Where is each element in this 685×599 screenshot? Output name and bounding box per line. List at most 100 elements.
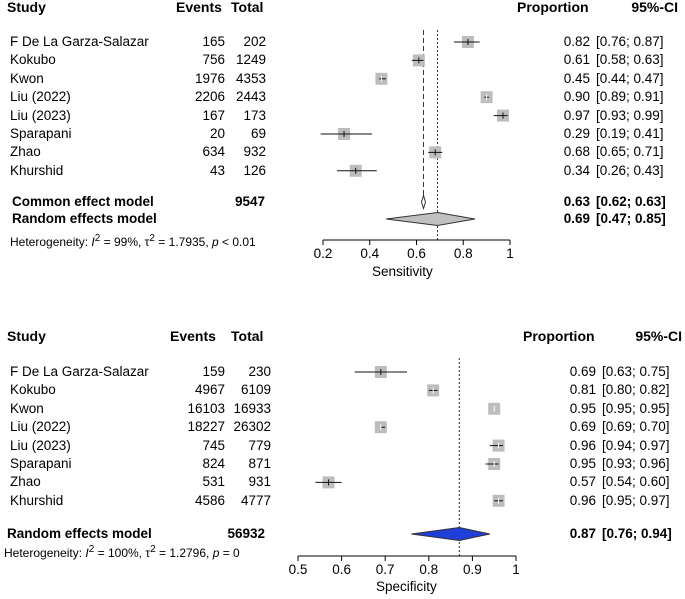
study-ci: [0.44; 0.47] bbox=[596, 70, 664, 86]
header-events: Events bbox=[170, 328, 216, 344]
study-total: 173 bbox=[243, 107, 266, 123]
header-proportion: Proportion bbox=[517, 0, 589, 15]
common-effect-proportion: 0.63 bbox=[563, 194, 590, 209]
study-proportion: 0.45 bbox=[563, 70, 590, 86]
study-total: 779 bbox=[248, 437, 271, 453]
study-total: 932 bbox=[243, 144, 266, 160]
study-name: Liu (2023) bbox=[10, 437, 71, 453]
study-ci: [0.94; 0.97] bbox=[602, 437, 670, 453]
study-events: 634 bbox=[202, 144, 225, 160]
study-ci: [0.19; 0.41] bbox=[596, 126, 664, 141]
study-name: Khurshid bbox=[10, 162, 64, 178]
study-name: Khurshid bbox=[10, 492, 64, 508]
study-events: 18227 bbox=[187, 419, 225, 435]
random-effects-ci: [0.47; 0.85] bbox=[596, 211, 666, 226]
study-ci: [0.26; 0.43] bbox=[596, 162, 664, 178]
sensitivity-plot-area bbox=[320, 30, 511, 245]
study-name: Sparapani bbox=[10, 456, 72, 471]
study-total: 931 bbox=[248, 474, 271, 490]
header-study: Study bbox=[7, 328, 46, 344]
study-total: 4353 bbox=[235, 70, 266, 86]
study-name: Sparapani bbox=[10, 126, 72, 141]
study-events: 531 bbox=[202, 474, 225, 490]
heterogeneity-text: Heterogeneity: I2 = 100%, τ2 = 1.2796, p… bbox=[4, 544, 240, 560]
study-events: 4586 bbox=[194, 492, 225, 508]
x-tick-label: 0.4 bbox=[360, 246, 380, 261]
study-events: 43 bbox=[209, 162, 225, 178]
study-events: 824 bbox=[202, 456, 225, 471]
study-name: Liu (2022) bbox=[10, 419, 71, 435]
study-ci: [0.95; 0.95] bbox=[602, 400, 670, 416]
x-tick-label: 0.2 bbox=[313, 246, 333, 261]
study-ci: [0.54; 0.60] bbox=[602, 474, 670, 490]
study-name: Liu (2022) bbox=[10, 89, 71, 105]
study-total: 26302 bbox=[233, 419, 271, 435]
header-total: Total bbox=[231, 328, 264, 344]
common-effect-total: 9547 bbox=[234, 194, 265, 209]
sensitivity-forest-plot: Study Events Total Proportion 95%-CI F D… bbox=[0, 0, 685, 290]
study-total: 202 bbox=[243, 34, 266, 49]
study-total: 2443 bbox=[235, 89, 266, 105]
random-effects-ci: [0.76; 0.94] bbox=[602, 526, 672, 541]
summary-diamond bbox=[420, 193, 427, 211]
study-proportion: 0.97 bbox=[563, 107, 590, 123]
x-tick-label: 0.9 bbox=[463, 562, 482, 577]
header-proportion: Proportion bbox=[523, 328, 595, 344]
study-proportion: 0.57 bbox=[569, 474, 596, 490]
common-effect-label: Common effect model bbox=[12, 194, 154, 209]
study-name: Kokubo bbox=[10, 52, 56, 68]
x-tick-label: 0.8 bbox=[453, 246, 473, 261]
study-events: 20 bbox=[209, 126, 225, 141]
x-tick-label: 0.6 bbox=[407, 246, 426, 261]
study-proportion: 0.95 bbox=[569, 400, 596, 416]
study-ci: [0.95; 0.97] bbox=[602, 492, 670, 508]
study-name: Liu (2023) bbox=[10, 107, 71, 123]
study-proportion: 0.69 bbox=[569, 364, 596, 379]
study-ci: [0.80; 0.82] bbox=[602, 382, 670, 398]
random-effects-label: Random effects model bbox=[12, 211, 157, 226]
study-total: 871 bbox=[248, 456, 271, 471]
study-proportion: 0.69 bbox=[569, 419, 596, 435]
study-events: 756 bbox=[202, 52, 225, 68]
study-name: Kwon bbox=[10, 70, 44, 86]
specificity-plot-area bbox=[297, 358, 517, 561]
study-events: 16103 bbox=[187, 400, 225, 416]
study-name: F De La Garza-Salazar bbox=[10, 34, 149, 49]
common-effect-ci: [0.62; 0.63] bbox=[596, 194, 666, 209]
study-total: 16933 bbox=[233, 400, 271, 416]
study-ci: [0.93; 0.96] bbox=[602, 456, 670, 471]
header-study: Study bbox=[7, 0, 46, 15]
study-events: 159 bbox=[202, 364, 225, 379]
random-effects-proportion: 0.69 bbox=[563, 211, 590, 226]
study-events: 2206 bbox=[194, 89, 225, 105]
study-total: 1249 bbox=[235, 52, 266, 68]
x-tick-label: 0.7 bbox=[375, 562, 395, 577]
study-ci: [0.63; 0.75] bbox=[602, 364, 670, 379]
header-total: Total bbox=[231, 0, 264, 15]
study-ci: [0.69; 0.70] bbox=[602, 419, 670, 435]
study-name: Kokubo bbox=[10, 382, 56, 398]
study-proportion: 0.95 bbox=[569, 456, 596, 471]
heterogeneity-text: Heterogeneity: I2 = 99%, τ2 = 1.7935, p … bbox=[10, 233, 256, 249]
study-total: 126 bbox=[243, 162, 266, 178]
study-proportion: 0.34 bbox=[563, 162, 590, 178]
study-ci: [0.76; 0.87] bbox=[596, 34, 664, 49]
sensitivity-axis-label: Sensitivity bbox=[372, 264, 433, 279]
study-total: 6109 bbox=[240, 382, 271, 398]
header-ci: 95%-CI bbox=[631, 0, 678, 15]
study-events: 745 bbox=[202, 437, 225, 453]
study-proportion: 0.61 bbox=[563, 52, 590, 68]
study-events: 1976 bbox=[194, 70, 225, 86]
specificity-forest-plot: Study Events Total Proportion 95%-CI F D… bbox=[0, 318, 685, 599]
study-proportion: 0.68 bbox=[563, 144, 590, 160]
x-tick-label: 1 bbox=[506, 246, 514, 261]
study-ci: [0.89; 0.91] bbox=[596, 89, 664, 105]
summary-diamond bbox=[386, 211, 476, 227]
study-proportion: 0.81 bbox=[569, 382, 596, 398]
study-events: 4967 bbox=[194, 382, 225, 398]
study-name: Kwon bbox=[10, 400, 44, 416]
study-proportion: 0.82 bbox=[563, 34, 590, 49]
x-tick-label: 0.8 bbox=[419, 562, 439, 577]
study-ci: [0.58; 0.63] bbox=[596, 52, 664, 68]
random-effects-total: 56932 bbox=[227, 526, 265, 541]
